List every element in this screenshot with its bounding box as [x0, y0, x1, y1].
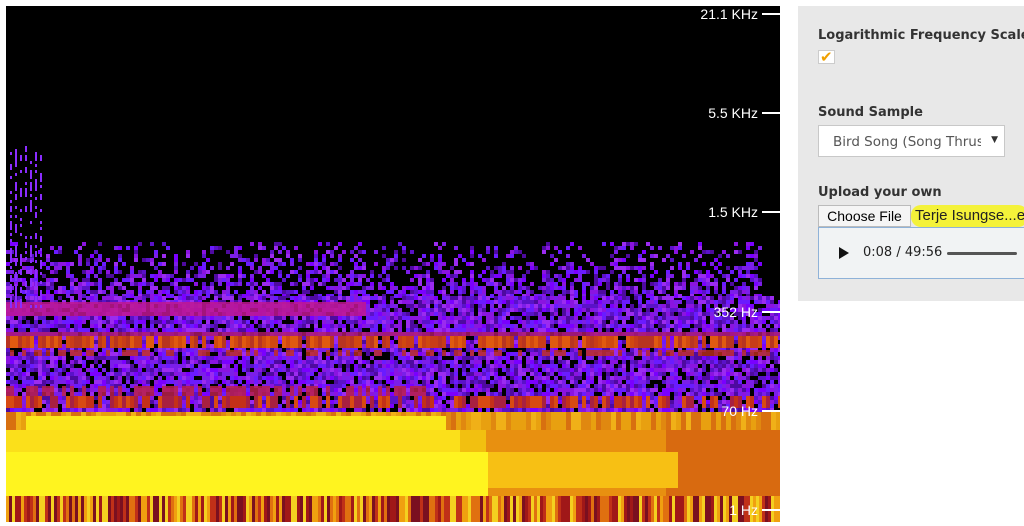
- sound-sample-select[interactable]: Bird Song (Song Thrush ▼: [818, 125, 1005, 157]
- freq-tick-label: 5.5 KHz: [708, 105, 758, 121]
- freq-tick-21khz: 21.1 KHz: [700, 6, 780, 22]
- freq-tick-label: 352 Hz: [713, 304, 758, 320]
- freq-tick-label: 1 Hz: [729, 502, 758, 518]
- freq-tick-label: 1.5 KHz: [708, 204, 758, 220]
- chevron-down-icon: ▼: [991, 135, 998, 145]
- selected-file-name: Terje Isungse...e: [911, 205, 1024, 227]
- upload-label: Upload your own: [818, 185, 942, 200]
- freq-tick-1khz: 1.5 KHz: [708, 204, 780, 220]
- playback-time: 0:08 / 49:56: [863, 245, 943, 260]
- seek-bar[interactable]: [947, 252, 1017, 255]
- sound-sample-label: Sound Sample: [818, 105, 923, 120]
- freq-tick-label: 21.1 KHz: [700, 6, 758, 22]
- freq-tick-label: 70 Hz: [721, 403, 758, 419]
- spectrogram-image: [6, 146, 780, 522]
- play-icon[interactable]: [839, 247, 849, 259]
- freq-tick-70hz: 70 Hz: [721, 403, 780, 419]
- sound-sample-value: Bird Song (Song Thrush: [833, 134, 981, 150]
- audio-player: 0:08 / 49:56: [818, 227, 1024, 279]
- choose-file-button[interactable]: Choose File: [818, 205, 911, 227]
- freq-tick-1hz: 1 Hz: [729, 502, 780, 518]
- log-scale-label: Logarithmic Frequency Scale?: [818, 28, 1024, 43]
- spectrogram-canvas: 21.1 KHz 5.5 KHz 1.5 KHz 352 Hz 70 Hz 1 …: [6, 6, 780, 522]
- log-scale-checkbox[interactable]: ✔: [818, 48, 835, 66]
- check-icon: ✔: [820, 48, 833, 66]
- freq-tick-5khz: 5.5 KHz: [708, 105, 780, 121]
- freq-tick-352hz: 352 Hz: [714, 304, 780, 320]
